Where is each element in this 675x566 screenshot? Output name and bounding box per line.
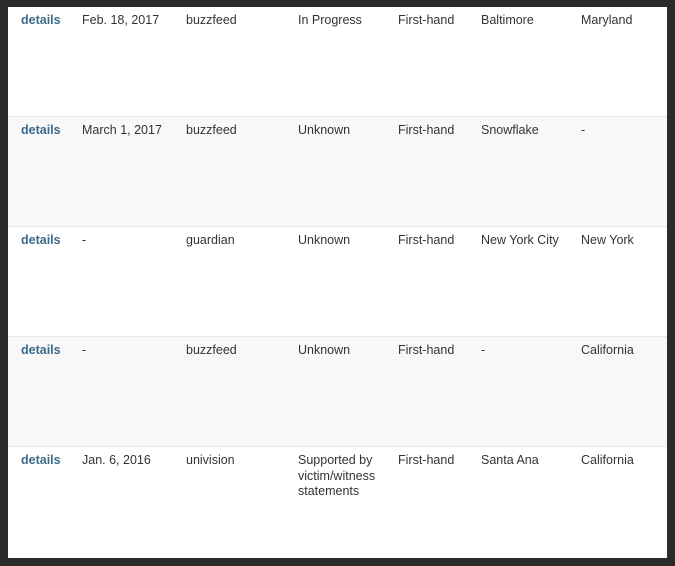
type-cell: First-hand <box>398 123 455 137</box>
status-cell: Unknown <box>298 233 351 247</box>
table-row: details Feb. 18, 2017 buzzfeed In Progress F… <box>8 7 667 116</box>
table-row: details Jan. 6, 2016 univision Supported by… <box>8 446 667 558</box>
status-cell: Unknown <box>298 123 351 137</box>
date-cell: - <box>82 343 87 357</box>
date-cell: Jan. 6, 2016 <box>82 453 151 467</box>
state-cell: New York <box>581 233 634 247</box>
city-cell: - <box>481 343 486 357</box>
details-link[interactable]: details <box>21 453 61 467</box>
status-cell: Supported by victim/witness statements <box>298 453 376 498</box>
results-table: details Feb. 18, 2017 buzzfeed In Progress F… <box>8 7 667 558</box>
type-cell: First-hand <box>398 453 455 467</box>
source-cell: buzzfeed <box>186 13 237 27</box>
status-cell: In Progress <box>298 13 362 27</box>
state-cell: - <box>581 123 586 137</box>
details-link[interactable]: details <box>21 343 61 357</box>
table-row: details - guardian Unknown First-hand New Yor… <box>8 226 667 336</box>
table-row: details - buzzfeed Unknown First-hand - Califo… <box>8 336 667 446</box>
details-link[interactable]: details <box>21 233 61 247</box>
state-cell: California <box>581 343 634 357</box>
type-cell: First-hand <box>398 13 455 27</box>
date-cell: - <box>82 233 87 247</box>
type-cell: First-hand <box>398 233 455 247</box>
date-cell: March 1, 2017 <box>82 123 162 137</box>
source-cell: buzzfeed <box>186 123 237 137</box>
details-link[interactable]: details <box>21 123 61 137</box>
source-cell: guardian <box>186 233 235 247</box>
state-cell: California <box>581 453 634 467</box>
status-cell: Unknown <box>298 343 351 357</box>
table-row: details March 1, 2017 buzzfeed Unknown First… <box>8 116 667 226</box>
source-cell: univision <box>186 453 235 467</box>
date-cell: Feb. 18, 2017 <box>82 13 160 27</box>
city-cell: Baltimore <box>481 13 534 27</box>
details-link[interactable]: details <box>21 13 61 27</box>
city-cell: Snowflake <box>481 123 539 137</box>
city-cell: New York City <box>481 233 559 247</box>
type-cell: First-hand <box>398 343 455 357</box>
source-cell: buzzfeed <box>186 343 237 357</box>
state-cell: Maryland <box>581 13 633 27</box>
city-cell: Santa Ana <box>481 453 539 467</box>
